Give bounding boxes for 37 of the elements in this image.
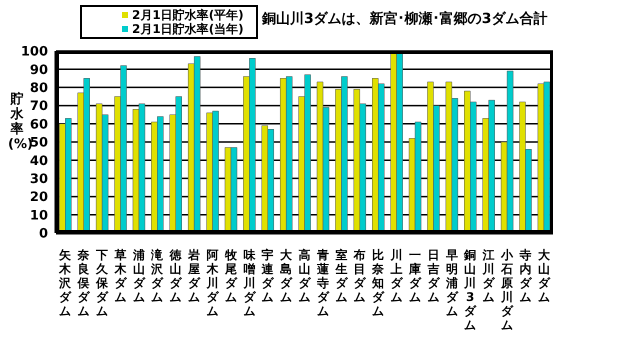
x-tick-label: 比奈知ダム xyxy=(371,248,386,318)
x-tick-label: 滝沢ダム xyxy=(150,248,164,304)
x-tick-label: 宇連ダム xyxy=(260,248,275,304)
x-tick-label: 早明浦ダム xyxy=(444,248,459,318)
y-tick-label: 0 xyxy=(38,226,48,242)
x-tick-label: 布目ダム xyxy=(352,248,367,304)
x-tick-label: 日吉ダム xyxy=(426,248,440,304)
x-tick-label: 高山ダム xyxy=(298,248,312,304)
x-tick-label: 大山ダム xyxy=(538,248,551,304)
x-tick-label: 奈良俣ダム xyxy=(76,248,91,318)
y-tick-label: 10 xyxy=(30,208,48,224)
x-tick-label: 草木ダム xyxy=(113,248,128,304)
x-tick-label: 室生ダム xyxy=(334,248,348,304)
legend-label: 2月1日貯水率(平年) xyxy=(132,8,244,22)
x-tick-label: 江川ダム xyxy=(482,248,496,304)
y-tick-label: 30 xyxy=(30,172,48,188)
x-tick-label: 阿木川ダム xyxy=(205,248,220,318)
x-tick-label: 浦山ダム xyxy=(132,248,146,304)
x-tick-label: 味噌川ダム xyxy=(242,248,256,318)
x-tick-label: 徳山ダム xyxy=(168,248,183,304)
x-tick-label: 下久保ダム xyxy=(95,248,110,318)
x-tick-label: 岩屋ダム xyxy=(187,248,202,304)
x-tick-label: 一庫ダム xyxy=(408,248,422,304)
x-tick-label: 牧尾ダム xyxy=(224,248,238,304)
legend-label: 2月1日貯水率(当年) xyxy=(132,22,244,36)
x-tick-label: 大島ダム xyxy=(280,248,294,304)
x-tick-label: 寺内ダム xyxy=(518,248,532,304)
x-tick-label: 銅山川3ダム xyxy=(463,248,478,332)
x-tick-label: 青蓮寺ダム xyxy=(316,248,330,318)
y-tick-label: 40 xyxy=(30,154,48,169)
x-tick-label: 矢木沢ダム xyxy=(58,248,72,318)
x-tick-label: 川上ダム xyxy=(390,248,404,304)
chart-title: 銅山川3ダムは、新宮･柳瀬･富郷の3ダム合計 xyxy=(262,10,548,28)
y-tick-label: 100 xyxy=(20,44,48,60)
y-tick-label: 20 xyxy=(30,190,48,206)
y-tick-label: 90 xyxy=(30,62,48,78)
x-tick-label: 小石原川ダム xyxy=(500,248,514,332)
